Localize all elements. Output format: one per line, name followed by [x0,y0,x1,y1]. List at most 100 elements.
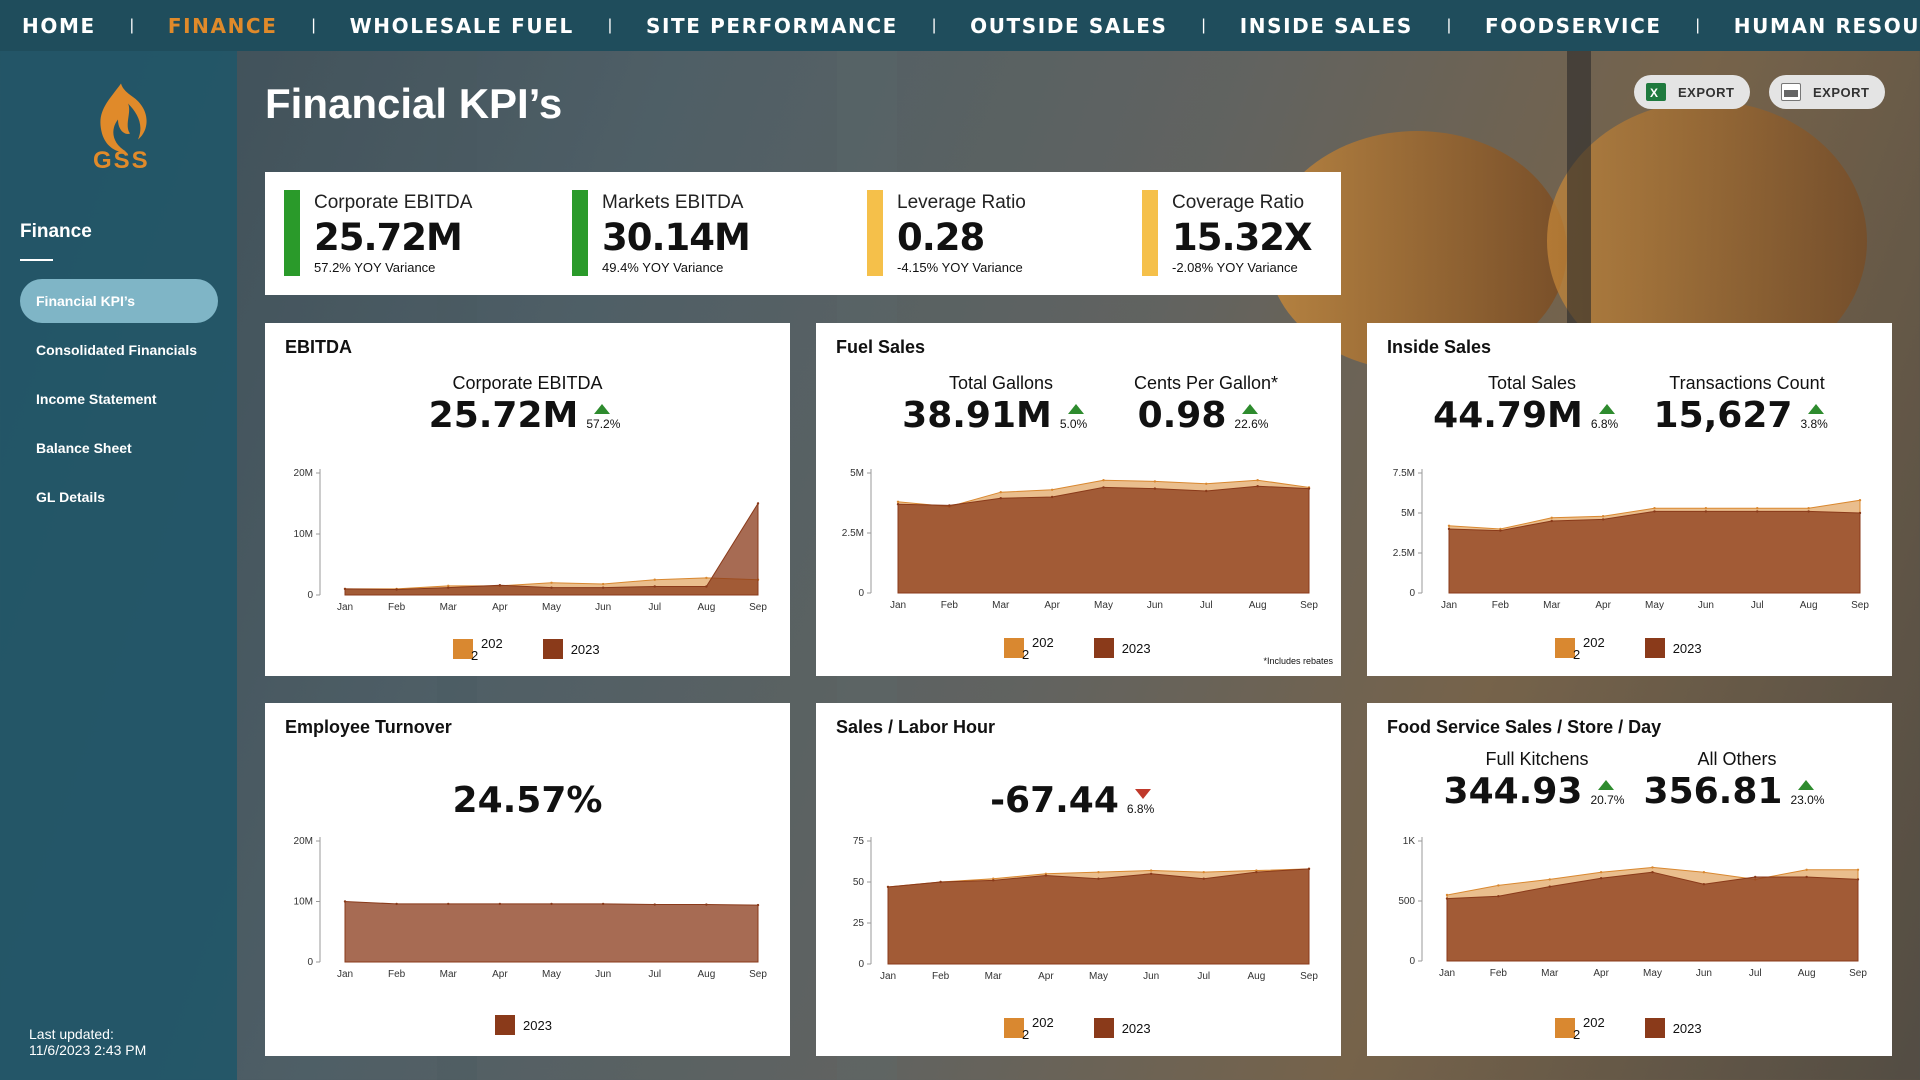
top-navigation: HOME | FINANCE | WHOLESALE FUEL | SITE P… [0,0,1920,51]
metric-delta: 57.2% [586,404,626,434]
y-tick-label: 500 [1398,896,1415,907]
data-point-2022 [653,578,656,581]
nav-foodservice[interactable]: FOODSERVICE [1485,13,1662,38]
page-title: Financial KPI’s [265,80,563,127]
sidebar: GSS Finance Financial KPI’s Consolidated… [0,51,237,1080]
metric-delta: 6.8% [1591,404,1631,434]
x-tick-label: Jun [595,602,611,613]
metric-label: Full Kitchens [1485,749,1589,769]
data-point-2022 [896,500,900,503]
data-point-2023 [653,903,656,906]
x-tick-label: Jun [595,969,611,980]
x-tick-label: Aug [697,969,715,980]
data-point-2023 [1756,510,1759,513]
footnote: *Includes rebates [1263,656,1333,666]
nav-wholesale-fuel[interactable]: WHOLESALE FUEL [349,13,574,38]
sidebar-item-balance-sheet[interactable]: Balance Sheet [36,440,132,456]
data-point-2023 [601,586,605,589]
data-point-2022 [1601,515,1605,518]
nav-site-performance[interactable]: SITE PERFORMANCE [645,13,898,38]
x-tick-label: Jan [1439,968,1455,979]
kpi-label: Leverage Ratio [897,192,1026,213]
x-tick-label: Mar [440,602,458,613]
x-tick-label: Feb [941,600,959,611]
ebitda-area-chart: 0 10M 20M Jan Feb Mar Apr May Jun Jul Aug Sep [294,468,768,613]
x-tick-label: Jul [648,969,661,980]
metric-delta: 20.7% [1590,780,1630,810]
y-tick-label: 75 [853,836,865,847]
x-tick-label: Feb [388,602,406,613]
data-point-2022 [1445,893,1449,897]
data-point-2022 [601,582,605,586]
x-tick-label: Mar [1543,600,1561,611]
data-point-2022 [1102,479,1105,482]
data-point-2023 [992,879,995,882]
kpi-variance: -2.08% YOY Variance [1172,260,1298,275]
nav-separator: | [1201,16,1206,34]
nav-human-resources[interactable]: HUMAN RESOURCES [1733,13,1920,38]
metric-value: 344.93 [1443,771,1583,812]
legend-label-wrap-digit: 2 [1573,1026,1581,1042]
metric-delta-value: 22.6% [1234,417,1269,431]
data-point-2022 [1153,480,1157,483]
sidebar-item-gl-details[interactable]: GL Details [36,489,105,505]
y-tick-label: 1K [1403,836,1416,847]
data-point-2022 [1702,871,1706,874]
data-point-2023 [999,497,1002,500]
nav-separator: | [311,16,316,34]
x-tick-label: Sep [1849,968,1867,979]
legend-label-2022: 202 2 [1022,1014,1054,1042]
area-series-2023 [897,485,1310,594]
data-point-2022 [1858,499,1862,502]
sidebar-item-consolidated-financials[interactable]: Consolidated Financials [36,342,198,358]
nav-inside-sales[interactable]: INSIDE SALES [1239,13,1413,38]
nav-finance[interactable]: FINANCE [167,13,278,38]
x-tick-label: Apr [492,602,508,613]
kpi-label: Markets EBITDA [602,192,744,213]
data-point-2023 [1704,510,1708,513]
x-tick-label: Mar [1541,968,1559,979]
x-tick-label: Sep [749,969,767,980]
kpi-value: 25.72M [314,216,463,259]
export-excel-button[interactable]: X EXPORT [1634,75,1751,109]
data-point-2023 [1858,511,1862,515]
data-point-2022 [1856,868,1860,871]
data-point-2023 [395,588,398,591]
data-point-2022 [1255,869,1258,872]
y-tick-label: 0 [858,588,864,599]
data-point-2022 [1805,868,1808,871]
up-arrow-icon [594,404,611,414]
metric-delta-value: 20.7% [1590,793,1625,807]
export-pdf-button[interactable]: EXPORT [1769,75,1886,109]
data-point-2023 [1149,872,1153,875]
kpi-value: 30.14M [602,216,751,259]
x-tick-label: Apr [1593,968,1609,979]
data-point-2022 [1653,507,1656,510]
legend-label-2023: 2023 [570,641,600,657]
nav-home[interactable]: HOME [22,13,96,38]
card-title: Employee Turnover [285,717,452,737]
x-tick-label: May [1089,971,1108,982]
nav-outside-sales[interactable]: OUTSIDE SALES [970,13,1168,38]
data-point-2022 [1256,479,1259,482]
x-tick-label: Jun [1698,600,1714,611]
sidebar-item-financial-kpis[interactable]: Financial KPI’s [20,279,218,323]
legend-swatch-2023 [495,1015,515,1035]
metric-total-gallons: Total Gallons 38.91M 5.0% [886,373,1116,434]
card-title: Inside Sales [1387,337,1492,357]
x-tick-label: Jan [890,600,906,611]
y-tick-label: 0 [307,957,313,968]
metric-total-sales: Total Sales 44.79M 6.8% [1417,373,1647,434]
last-updated-value: 11/6/2023 2:43 PM [29,1042,147,1058]
x-tick-label: Apr [1044,600,1060,611]
kpi-summary-bar: Corporate EBITDA 25.72M 57.2% YOY Varian… [265,172,1341,295]
chart-legend: 202 2 2023 [1555,1015,1742,1042]
legend-swatch-2022 [453,639,473,659]
sidebar-item-income-statement[interactable]: Income Statement [36,391,157,407]
metric-label: Corporate EBITDA [452,373,603,393]
x-tick-label: Sep [1300,600,1318,611]
x-tick-label: Feb [1492,600,1510,611]
y-tick-label: 50 [853,877,865,888]
up-arrow-icon [1798,780,1815,790]
data-point-2023 [1097,877,1100,880]
